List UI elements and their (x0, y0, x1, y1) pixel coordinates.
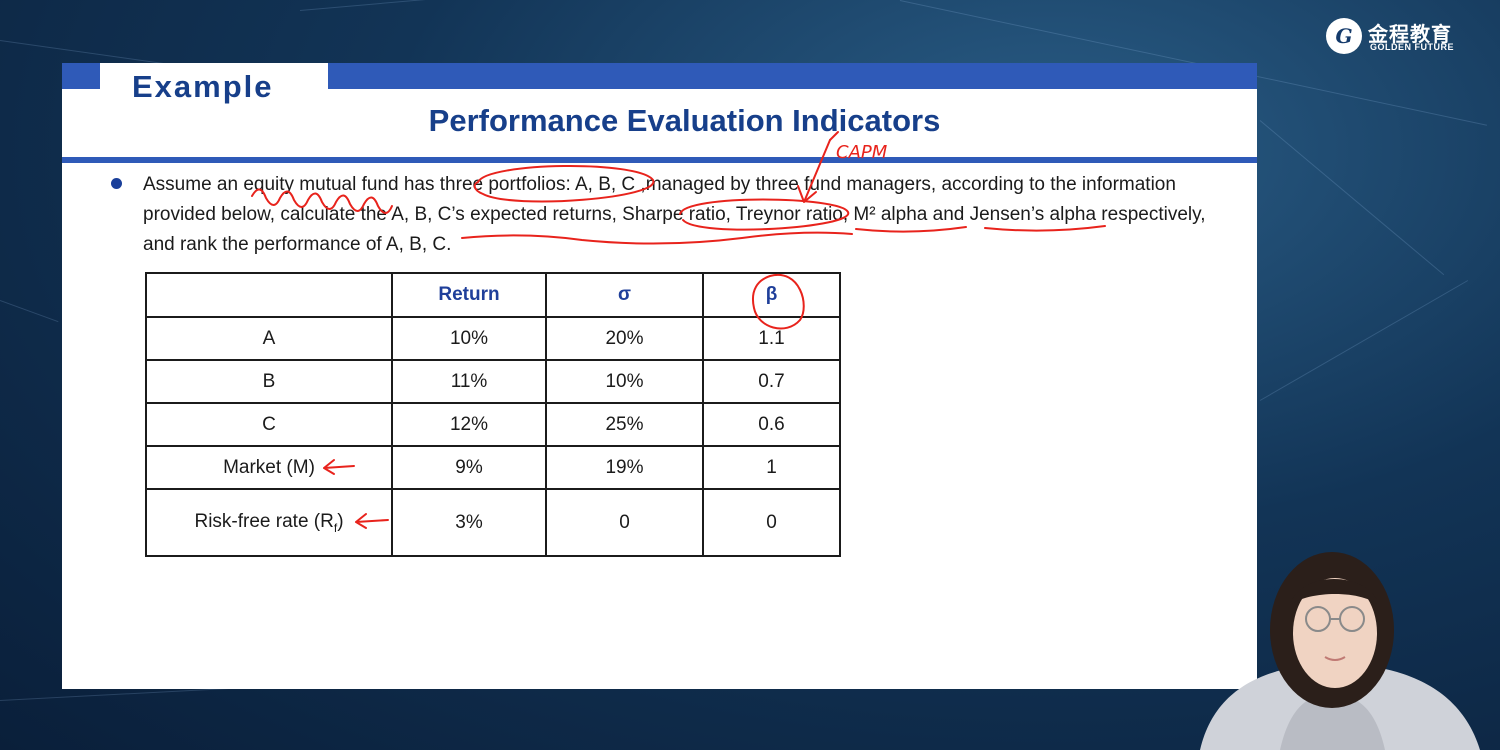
table-row: Market (M) 9% 19% 1 (145, 445, 841, 490)
header-cell-beta: β (702, 272, 841, 318)
table-cell: C (145, 402, 393, 447)
table-row: A 10% 20% 1.1 (145, 316, 841, 361)
presenter-video (1200, 552, 1480, 750)
slide-title: Performance Evaluation Indicators (428, 103, 941, 138)
table-cell: 3% (391, 488, 547, 557)
header-cell-return: Return (391, 272, 547, 318)
slide: Example Performance Evaluation Indicator… (62, 63, 1257, 689)
table-cell: 9% (391, 445, 547, 490)
logo-mark-icon: G (1326, 18, 1362, 54)
table-cell: 19% (545, 445, 704, 490)
table-cell: Market (M) (145, 445, 393, 490)
brand-logo: G 金程教育 GOLDEN FUTURE (1326, 16, 1476, 56)
table-cell: 25% (545, 402, 704, 447)
table-cell: 11% (391, 359, 547, 404)
table-cell: 20% (545, 316, 704, 361)
table-row: C 12% 25% 0.6 (145, 402, 841, 447)
data-table: Return σ β A 10% 20% 1.1 B 11% 10% 0.7 C… (145, 272, 841, 557)
logo-name-en: GOLDEN FUTURE (1370, 42, 1454, 52)
table-cell: 0.7 (702, 359, 841, 404)
title-rule (62, 157, 1257, 163)
table-cell: 10% (391, 316, 547, 361)
logo-name-cn: 金程教育 (1368, 22, 1452, 46)
table-cell: 0 (545, 488, 704, 557)
table-cell: 0.6 (702, 402, 841, 447)
table-cell: A (145, 316, 393, 361)
table-header-row: Return σ β (145, 272, 841, 318)
table-cell: 1 (702, 445, 841, 490)
table-cell: 10% (545, 359, 704, 404)
bullet-text: Assume an equity mutual fund has three p… (143, 174, 1206, 255)
header-cell-sigma: σ (545, 272, 704, 318)
table-row: Risk-free rate (Rf) 3% 0 0 (145, 488, 841, 557)
table-row: B 11% 10% 0.7 (145, 359, 841, 404)
table-cell-risk-free-label: Risk-free rate (Rf) (145, 488, 393, 557)
table-cell: 1.1 (702, 316, 841, 361)
example-label: Example (132, 69, 274, 104)
example-tab: Example (100, 63, 328, 107)
table-cell: B (145, 359, 393, 404)
table-cell: 0 (702, 488, 841, 557)
bullet-icon (111, 178, 122, 189)
header-cell-empty (145, 272, 393, 318)
table-cell: 12% (391, 402, 547, 447)
